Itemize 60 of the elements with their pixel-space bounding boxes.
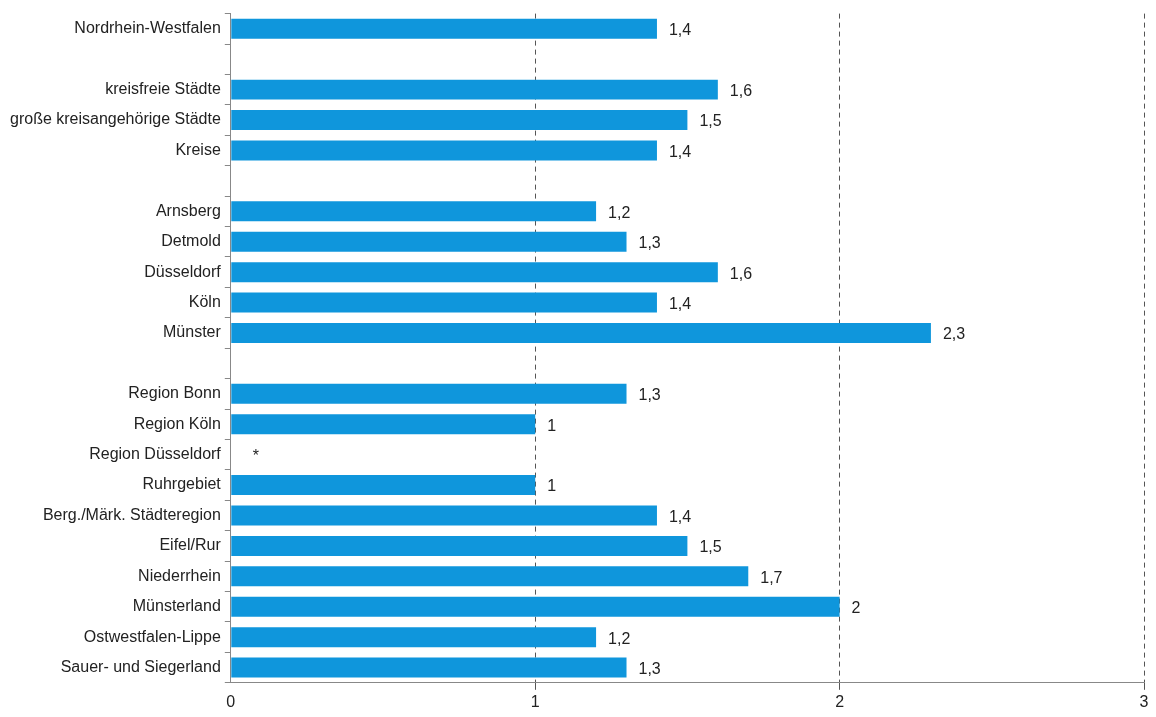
y-tick-label: Köln	[188, 292, 221, 310]
bar	[231, 262, 718, 283]
bar	[231, 505, 657, 526]
bar	[231, 596, 840, 617]
data-label: 1,4	[668, 142, 692, 160]
y-tick-label: Kreise	[175, 140, 221, 158]
bar	[231, 383, 627, 404]
data-label: 2,3	[942, 325, 966, 343]
y-tick-label: Detmold	[161, 232, 221, 250]
bar	[231, 79, 718, 100]
data-label: 2	[851, 599, 861, 617]
data-label: 1,4	[668, 294, 692, 312]
bar	[231, 475, 536, 496]
data-label: 1	[547, 416, 557, 434]
x-tick-label: 2	[835, 692, 845, 710]
data-label: 1,5	[699, 112, 722, 130]
data-label: 1,2	[608, 203, 631, 221]
bar	[231, 535, 688, 556]
bar	[231, 231, 627, 252]
x-tick-label: 0	[226, 692, 236, 710]
data-label: 1,4	[668, 21, 692, 39]
data-label: 1,3	[638, 660, 661, 677]
bar	[231, 566, 749, 587]
data-label: 1	[547, 477, 557, 495]
y-tick-label: Münsterland	[132, 597, 221, 615]
bar	[231, 201, 597, 222]
data-label: 1,2	[608, 629, 631, 647]
bar	[231, 414, 536, 435]
data-label: 1,5	[699, 538, 722, 556]
y-tick-label: Düsseldorf	[144, 262, 222, 280]
data-label: 1,3	[638, 386, 661, 404]
bar	[231, 323, 931, 343]
y-tick-label: kreisfreie Städte	[105, 80, 221, 98]
text: *	[252, 447, 260, 465]
bar	[231, 627, 597, 648]
y-tick-label: Berg./Märk. Städteregion	[42, 505, 221, 523]
y-tick-label: große kreisangehörige Städte	[10, 110, 221, 128]
bar	[231, 18, 657, 39]
bar	[231, 657, 627, 678]
y-tick-label: Münster	[163, 323, 222, 341]
bar	[231, 110, 688, 131]
y-tick-label: Region Bonn	[128, 384, 221, 402]
data-label: 1,4	[668, 507, 692, 525]
data-label: 1,7	[760, 568, 783, 586]
data-label: 1,3	[638, 234, 661, 252]
bar	[231, 140, 657, 161]
x-tick-label: 1	[530, 692, 540, 710]
y-tick-label: Nordrhein-Westfalen	[74, 19, 221, 37]
bar	[231, 292, 657, 313]
y-tick-label: Arnsberg	[155, 201, 221, 219]
y-tick-label: Ostwestfalen-Lippe	[83, 627, 221, 645]
x-tick-label: 3	[1139, 692, 1149, 710]
y-tick-label: Region Köln	[133, 414, 221, 432]
y-tick-label: Ruhrgebiet	[142, 475, 222, 493]
y-tick-label: Niederrhein	[138, 566, 221, 584]
y-tick-label: Sauer- und Siegerland	[60, 658, 221, 675]
y-tick-label: Region Düsseldorf	[89, 445, 222, 463]
data-label: 1,6	[729, 82, 753, 100]
y-tick-label: Eifel/Rur	[159, 536, 222, 554]
data-label: 1,6	[729, 264, 753, 282]
